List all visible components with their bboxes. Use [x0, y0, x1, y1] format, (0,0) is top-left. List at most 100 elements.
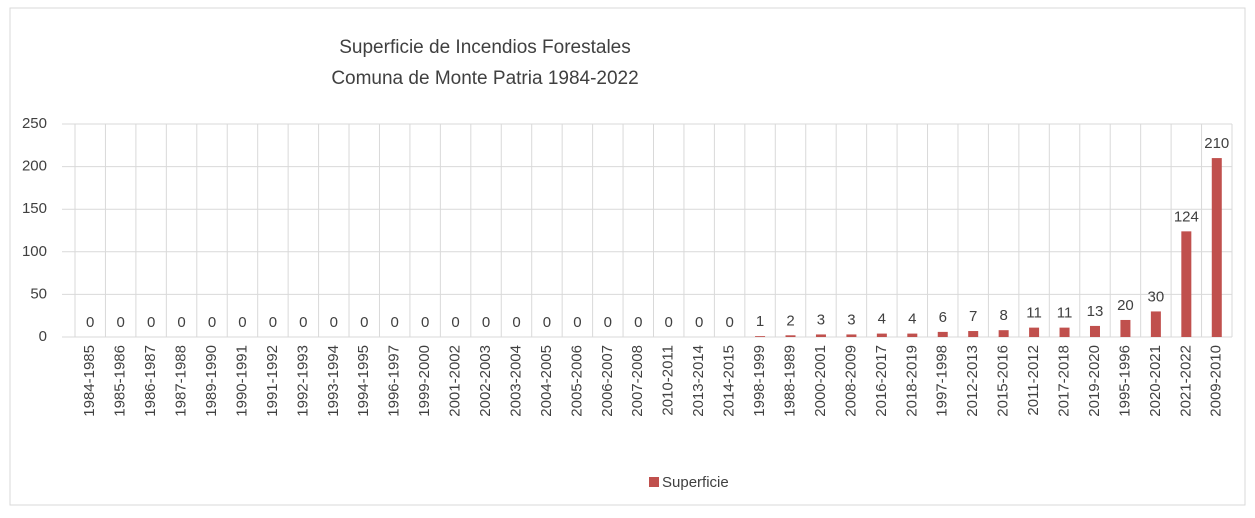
data-label: 0: [238, 314, 246, 331]
x-tick-label: 1990-1991: [233, 345, 250, 417]
x-tick-label: 1986-1987: [142, 345, 159, 417]
x-tick-label: 2015-2016: [995, 345, 1012, 417]
data-label: 8: [999, 307, 1007, 324]
data-label: 13: [1087, 303, 1104, 320]
x-tick-label: 2010-2011: [660, 345, 677, 416]
legend-label: Superficie: [662, 474, 729, 491]
chart-border: [9, 7, 1246, 506]
data-label: 0: [543, 314, 551, 331]
bar: [755, 336, 766, 337]
x-tick-label: 2006-2007: [599, 345, 616, 417]
y-tick-label: 250: [22, 115, 47, 132]
x-tick-label: 1989-1990: [203, 345, 220, 417]
data-label: 2: [786, 312, 794, 329]
y-tick-label: 50: [30, 285, 47, 302]
bar: [785, 335, 796, 337]
x-tick-label: 2012-2013: [964, 345, 981, 417]
data-label: 0: [177, 314, 185, 331]
bar: [1029, 327, 1040, 337]
x-tick-label: 1995-1996: [1116, 345, 1133, 417]
bar: [815, 334, 826, 337]
data-label: 0: [725, 314, 733, 331]
x-tick-label: 1998-1999: [751, 345, 768, 417]
data-label: 0: [269, 314, 277, 331]
bar: [1089, 325, 1100, 337]
x-tick-label: 2018-2019: [903, 345, 920, 417]
data-label: 30: [1148, 288, 1165, 305]
x-tick-label: 2003-2004: [507, 345, 524, 417]
x-tick-label: 2013-2014: [690, 345, 707, 417]
bar: [998, 330, 1009, 337]
data-label: 0: [512, 314, 520, 331]
data-label: 11: [1057, 305, 1073, 322]
data-label: 0: [451, 314, 459, 331]
bar: [968, 331, 979, 337]
data-label: 0: [665, 314, 673, 331]
x-tick-label: 2009-2010: [1208, 345, 1225, 417]
x-tick-label: 1992-1993: [294, 345, 311, 417]
x-tick-label: 1994-1995: [355, 345, 372, 417]
data-label: 0: [330, 314, 338, 331]
data-label: 20: [1117, 297, 1134, 314]
x-tick-label: 2005-2006: [568, 345, 585, 417]
bar: [937, 331, 948, 337]
data-label: 4: [878, 311, 886, 328]
bar: [846, 334, 857, 337]
y-tick-label: 150: [22, 200, 47, 217]
data-label: 0: [86, 314, 94, 331]
data-label: 4: [908, 311, 916, 328]
x-tick-label: 1991-1992: [264, 345, 281, 417]
x-tick-label: 2008-2009: [842, 345, 859, 417]
x-tick-label: 2019-2020: [1086, 345, 1103, 417]
data-label: 0: [208, 314, 216, 331]
x-tick-label: 2016-2017: [873, 345, 890, 417]
x-tick-label: 2014-2015: [721, 345, 738, 417]
data-label: 0: [695, 314, 703, 331]
x-tick-label: 1993-1994: [325, 345, 342, 417]
x-tick-label: 2000-2001: [812, 345, 829, 417]
data-label: 124: [1174, 208, 1199, 225]
x-tick-label: 2020-2021: [1147, 345, 1164, 417]
bar: [876, 333, 887, 337]
x-tick-label: 2011-2012: [1025, 345, 1042, 416]
data-label: 3: [817, 311, 825, 328]
x-tick-label: 1996-1997: [386, 345, 403, 417]
legend-swatch: [649, 477, 659, 487]
bar: [907, 333, 918, 337]
x-tick-label: 1997-1998: [934, 345, 951, 417]
data-label: 7: [969, 308, 977, 325]
x-tick-label: 2017-2018: [1056, 345, 1073, 417]
y-tick-label: 0: [39, 328, 47, 345]
x-tick-label: 1985-1986: [112, 345, 129, 417]
data-label: 11: [1026, 305, 1042, 322]
y-tick-label: 100: [22, 243, 47, 260]
bar: [1211, 158, 1222, 337]
bar: [1150, 311, 1161, 337]
x-tick-label: 2004-2005: [538, 345, 555, 417]
data-label: 3: [847, 311, 855, 328]
data-label: 0: [360, 314, 368, 331]
data-label: 0: [604, 314, 612, 331]
data-label: 210: [1204, 135, 1229, 152]
data-label: 6: [939, 309, 947, 326]
x-tick-label: 1984-1985: [81, 345, 98, 417]
bar: [1059, 327, 1070, 337]
x-tick-label: 2007-2008: [629, 345, 646, 417]
x-tick-label: 1987-1988: [173, 345, 190, 417]
data-label: 0: [421, 314, 429, 331]
data-label: 0: [634, 314, 642, 331]
data-label: 0: [299, 314, 307, 331]
x-tick-label: 2002-2003: [477, 345, 494, 417]
x-tick-label: 1999-2000: [416, 345, 433, 417]
y-tick-label: 200: [22, 158, 47, 175]
chart-title: Superficie de Incendios Forestales: [339, 37, 631, 58]
data-label: 0: [391, 314, 399, 331]
x-tick-label: 1988-1989: [781, 345, 798, 417]
x-tick-label: 2001-2002: [447, 345, 464, 417]
chart-subtitle: Comuna de Monte Patria 1984-2022: [331, 68, 638, 89]
bar: [1181, 231, 1192, 337]
bar: [1120, 319, 1131, 337]
data-label: 0: [573, 314, 581, 331]
data-label: 1: [756, 313, 764, 330]
